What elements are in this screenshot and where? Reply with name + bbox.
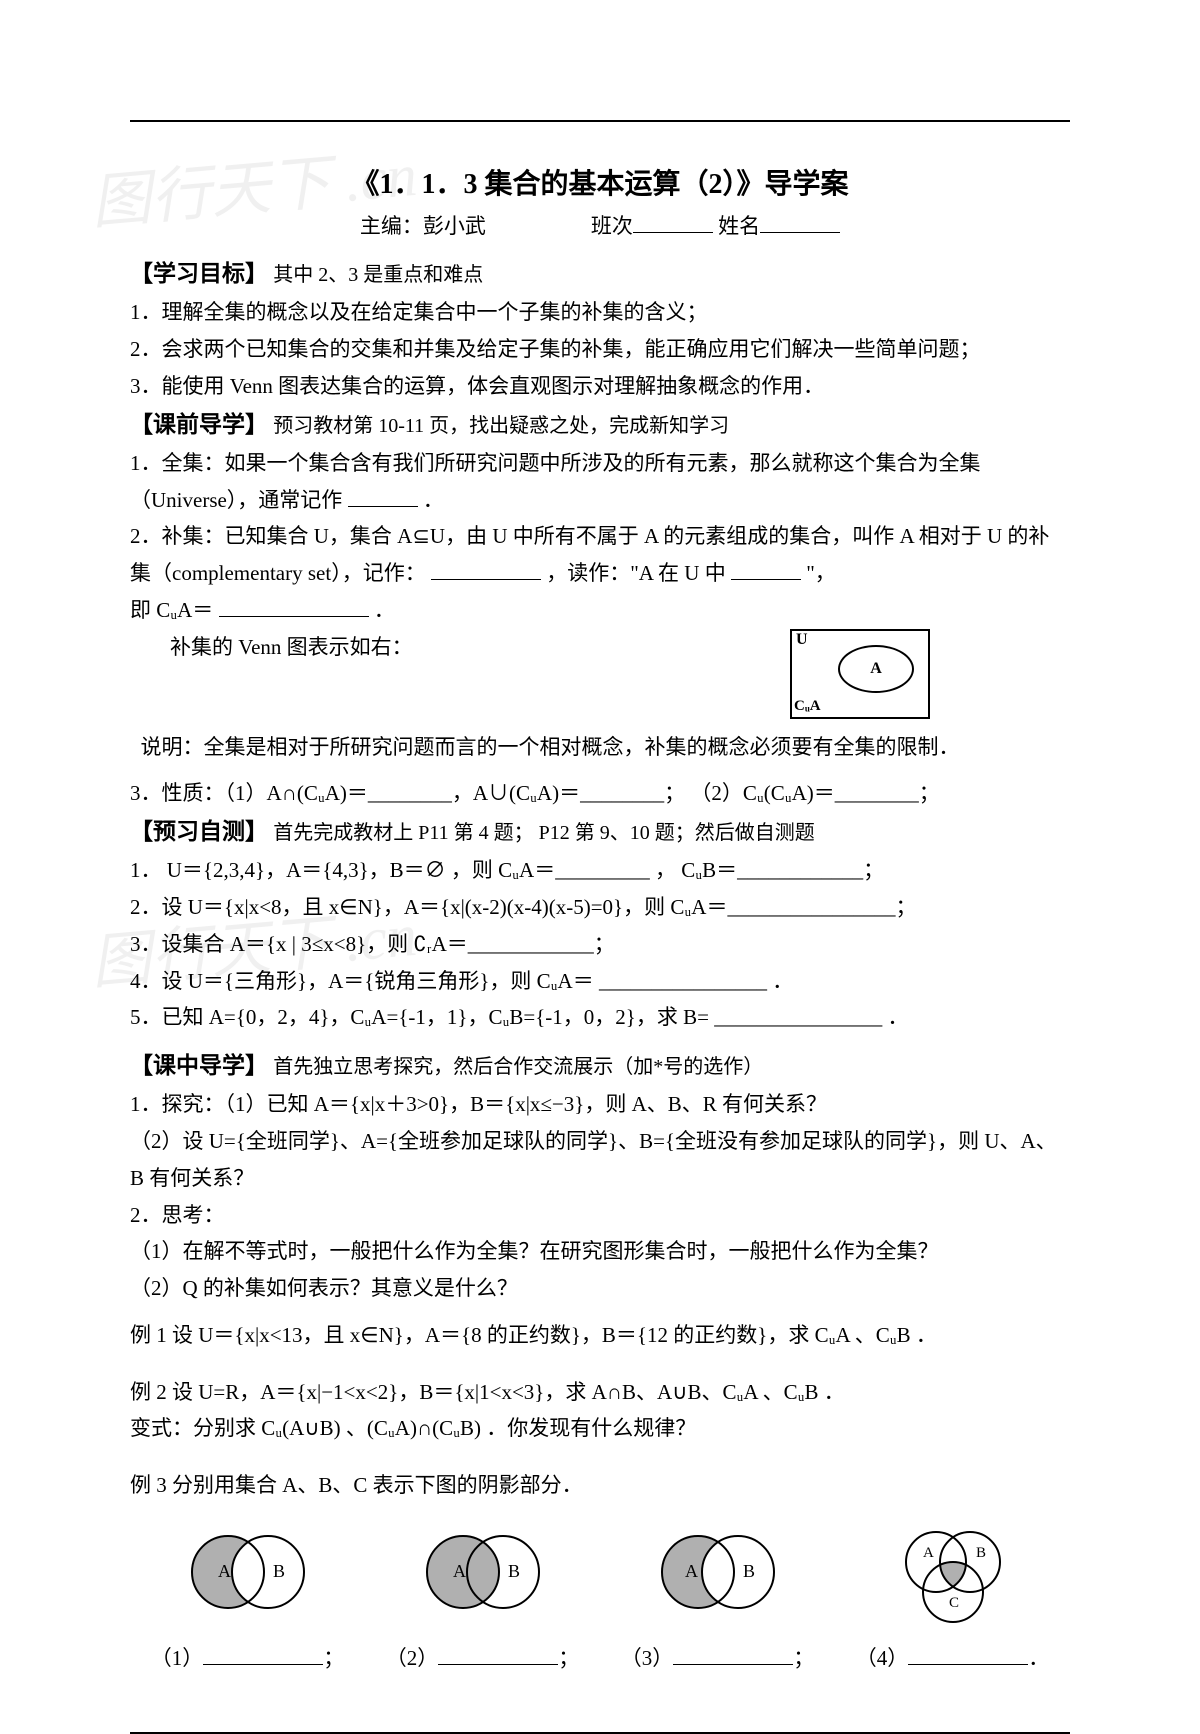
s3-q5: 5．已知 A={0，2，4}，CᵤA={-1，1}，CᵤB={-1，0，2}，求… <box>130 999 1070 1036</box>
venn-complement-diagram: U CᵤA A <box>790 629 930 719</box>
ans-2: （2） ； <box>386 1642 580 1672</box>
svg-text:B: B <box>976 1545 986 1561</box>
author: 主编：彭小武 <box>360 214 486 238</box>
venn-cua-label: CᵤA <box>794 698 821 715</box>
author-line: 主编：彭小武 班次 姓名 <box>130 210 1070 240</box>
sec2-head: 【课前导学】 <box>130 412 268 437</box>
svg-text:A: A <box>685 1561 698 1581</box>
s4-2c: （2）Q 的补集如何表示？其意义是什么？ <box>130 1270 1070 1307</box>
example-1: 例 1 设 U＝{x|x<13，且 x∈N}，A＝{8 的正约数}，B＝{12 … <box>130 1317 1070 1354</box>
ans2-lbl: （2） <box>386 1646 439 1670</box>
s1-item3: 3．能使用 Venn 图表达集合的运算，体会直观图示对理解抽象概念的作用． <box>130 368 1070 405</box>
ans-4: （4） ． <box>856 1642 1050 1672</box>
sec3-sub: 首先完成教材上 P11 第 4 题； P12 第 9、10 题；然后做自测题 <box>273 822 815 844</box>
svg-text:A: A <box>923 1545 934 1561</box>
venn-4: A B C <box>853 1522 1053 1632</box>
blank[interactable] <box>438 1647 558 1665</box>
s3-q4: 4．设 U＝{三角形}，A＝{锐角三角形}，则 CᵤA＝ ___________… <box>130 963 1070 1000</box>
s1-item2: 2．会求两个已知集合的交集和并集及给定子集的补集，能正确应用它们解决一些简单问题… <box>130 331 1070 368</box>
s3-q1: 1． U＝{2,3,4}，A＝{4,3}，B＝∅ ，则 CᵤA＝________… <box>130 852 1070 889</box>
s2-note: 说明：全集是相对于所研究问题而言的一个相对概念，补集的概念必须要有全集的限制． <box>130 729 1070 766</box>
sec1-head: 【学习目标】 <box>130 261 268 286</box>
venn-2: A B <box>383 1522 583 1632</box>
section-2: 【课前导学】 预习教材第 10-11 页，找出疑惑之处，完成新知学习 <box>130 405 1070 445</box>
s3-q3: 3．设集合 A＝{x | 3≤x<8}，则 ∁ᵣA＝____________； <box>130 926 1070 963</box>
svg-text:B: B <box>743 1561 755 1581</box>
section-4: 【课中导学】 首先独立思考探究，然后合作交流展示（加*号的选作） <box>130 1046 1070 1086</box>
label-b: B <box>273 1561 285 1581</box>
ans4-lbl: （4） <box>856 1646 909 1670</box>
venn-diagram-row: A B A B <box>130 1522 1070 1632</box>
class-blank[interactable] <box>633 213 713 233</box>
sec4-sub: 首先独立思考探究，然后合作交流展示（加*号的选作） <box>273 1056 763 1078</box>
s4-1b: （2）设 U={全班同学}、A={全班参加足球队的同学}、B={全班没有参加足球… <box>130 1123 1070 1197</box>
semi: ； <box>793 1646 814 1670</box>
s2-properties: 3．性质：（1）A∩(CᵤA)＝________，A∪(CᵤA)＝_______… <box>130 775 1070 812</box>
venn-row: 补集的 Venn 图表示如右： U CᵤA A <box>130 629 1070 719</box>
s1-item3-text: 3．能使用 Venn 图表达集合的运算，体会直观图示对理解抽象概念的作用． <box>130 374 824 398</box>
name-blank[interactable] <box>760 213 840 233</box>
blank[interactable] <box>908 1647 1028 1665</box>
s2-venn-text: 补集的 Venn 图表示如右： <box>130 629 750 666</box>
blank[interactable] <box>731 562 801 580</box>
s2-cu: 即 CᵤA＝ ． <box>130 592 1070 629</box>
svg-text:B: B <box>508 1561 520 1581</box>
blank[interactable] <box>431 562 541 580</box>
blank[interactable] <box>203 1647 323 1665</box>
blank[interactable] <box>673 1647 793 1665</box>
sec3-head: 【预习自测】 <box>130 819 268 844</box>
name-label: 姓名 <box>718 214 760 238</box>
answer-row: （1） ； （2） ； （3） ； （4） ． <box>130 1642 1070 1672</box>
period: ． <box>1028 1646 1049 1670</box>
label-a: A <box>218 1561 231 1581</box>
s2-note-text: 说明：全集是相对于所研究问题而言的一个相对概念，补集的概念必须要有全集的限制． <box>141 735 960 759</box>
venn-3: A B <box>618 1522 818 1632</box>
ex1-text: 例 1 设 U＝{x|x<13，且 x∈N}，A＝{8 的正约数}，B＝{12 … <box>130 1323 937 1347</box>
sec1-sub: 其中 2、3 是重点和难点 <box>273 264 483 286</box>
s2-p2: 2．补集：已知集合 U，集合 A⊆U，由 U 中所有不属于 A 的元素组成的集合… <box>130 518 1070 592</box>
s2-p2c: "， <box>806 561 836 585</box>
s3-q2: 2．设 U＝{x|x<8，且 x∈N}，A＝{x|(x-2)(x-4)(x-5)… <box>130 889 1070 926</box>
blank[interactable] <box>219 599 369 617</box>
ex2v-text: 变式：分别求 Cᵤ(A∪B) 、(CᵤA)∩(CᵤB) ．你发现有什么规律？ <box>130 1416 696 1440</box>
venn-a-circle: A <box>838 645 914 693</box>
ex2-text: 例 2 设 U=R，A＝{x|−1<x<2}，B＝{x|1<x<3}，求 A∩B… <box>130 1380 845 1404</box>
ans3-lbl: （3） <box>621 1646 674 1670</box>
s2-p1b: ． <box>423 488 444 512</box>
s1-item1: 1．理解全集的概念以及在给定集合中一个子集的补集的含义； <box>130 294 1070 331</box>
s2-cu-b: ． <box>374 598 395 622</box>
top-rule <box>130 120 1070 122</box>
bottom-rule <box>130 1732 1070 1734</box>
page-content: 《1．1．3 集合的基本运算（2）》导学案 主编：彭小武 班次 姓名 【学习目标… <box>130 120 1070 1734</box>
doc-title: 《1．1．3 集合的基本运算（2）》导学案 <box>130 162 1070 202</box>
s4-2b: （1）在解不等式时，一般把什么作为全集？在研究图形集合时，一般把什么作为全集？ <box>130 1233 1070 1270</box>
example-3: 例 3 分别用集合 A、B、C 表示下图的阴影部分． <box>130 1467 1070 1504</box>
ans1-lbl: （1） <box>151 1646 204 1670</box>
sec2-sub: 预习教材第 10-11 页，找出疑惑之处，完成新知学习 <box>273 415 729 437</box>
venn-1: A B <box>148 1522 348 1632</box>
section-1: 【学习目标】 其中 2、3 是重点和难点 <box>130 254 1070 294</box>
svg-text:C: C <box>949 1595 959 1611</box>
semi: ； <box>558 1646 579 1670</box>
s4-2a: 2．思考： <box>130 1197 1070 1234</box>
s2-p1a: 1．全集：如果一个集合含有我们所研究问题中所涉及的所有元素，那么就称这个集合为全… <box>130 451 981 512</box>
s2-p1: 1．全集：如果一个集合含有我们所研究问题中所涉及的所有元素，那么就称这个集合为全… <box>130 445 1070 519</box>
example-2-variant: 变式：分别求 Cᵤ(A∪B) 、(CᵤA)∩(CᵤB) ．你发现有什么规律？ <box>130 1410 1070 1447</box>
ans-3: （3） ； <box>621 1642 815 1672</box>
ans-1: （1） ； <box>151 1642 345 1672</box>
class-label: 班次 <box>591 214 633 238</box>
blank[interactable] <box>348 489 418 507</box>
section-3: 【预习自测】 首先完成教材上 P11 第 4 题； P12 第 9、10 题；然… <box>130 812 1070 852</box>
svg-text:A: A <box>453 1561 466 1581</box>
semi: ； <box>323 1646 344 1670</box>
sec4-head: 【课中导学】 <box>130 1053 268 1078</box>
s2-p2b: ，读作："A 在 U 中 <box>546 561 726 585</box>
ex3-text: 例 3 分别用集合 A、B、C 表示下图的阴影部分． <box>130 1473 583 1497</box>
example-2: 例 2 设 U=R，A＝{x|−1<x<2}，B＝{x|1<x<3}，求 A∩B… <box>130 1374 1070 1411</box>
s2-cu-a: 即 CᵤA＝ <box>130 598 213 622</box>
venn-u-label: U <box>796 631 808 649</box>
s4-1a: 1．探究：（1）已知 A＝{x|x＋3>0}，B＝{x|x≤−3}，则 A、B、… <box>130 1086 1070 1123</box>
